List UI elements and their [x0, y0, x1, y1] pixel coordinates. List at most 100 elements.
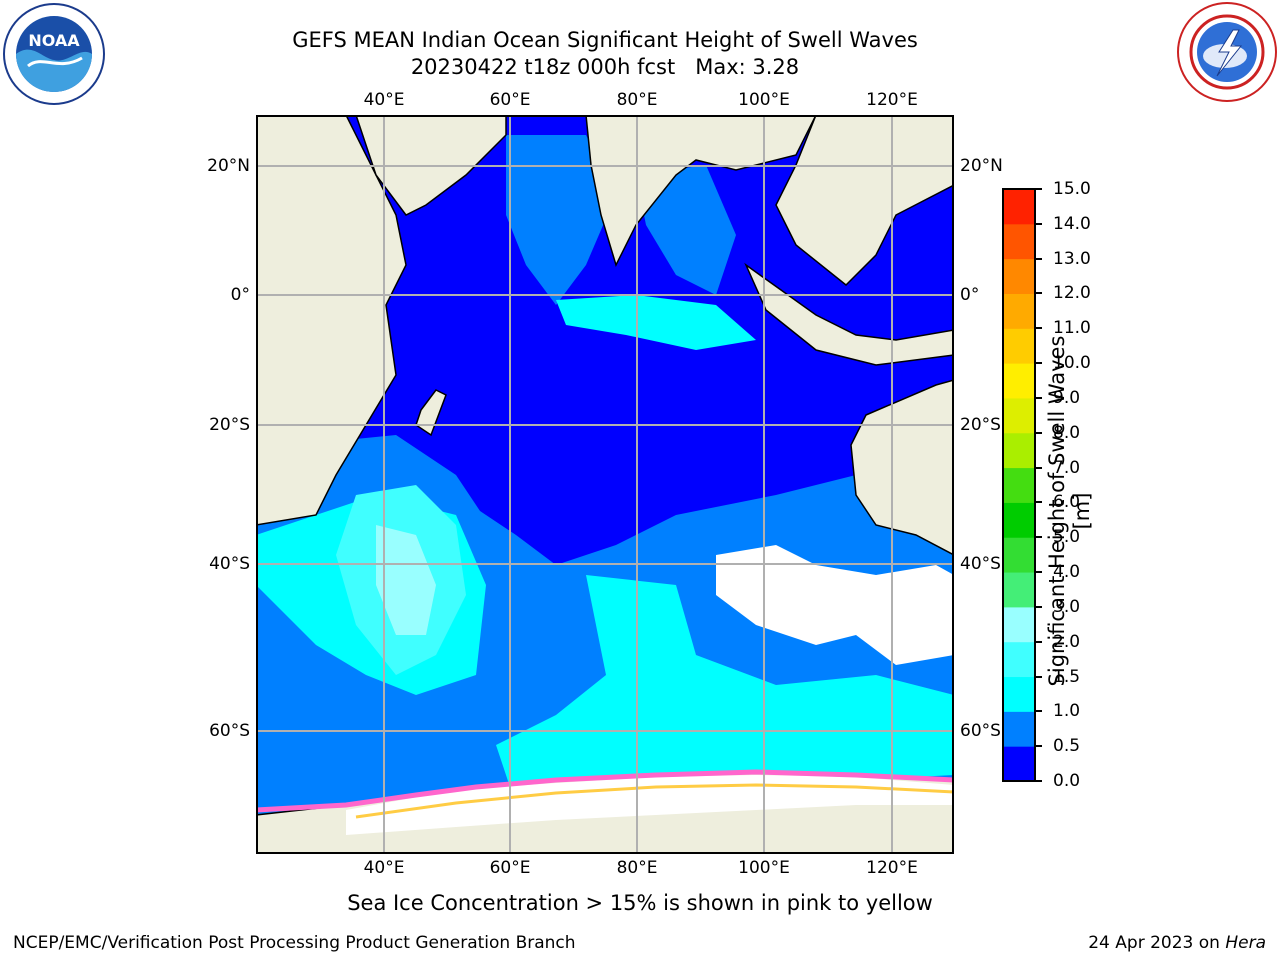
chart-subtitle: 20230422 t18z 000h fcst Max: 3.28 [410, 55, 800, 79]
land-madagascar [415, 389, 447, 437]
colorbar-segment [1003, 328, 1035, 364]
swell-region-bay [636, 165, 736, 295]
colorbar-segment [1003, 258, 1035, 294]
lon-label-bottom: 40°E [363, 858, 405, 878]
colorbar-segment [1003, 606, 1035, 643]
colorbar-segment [1003, 397, 1035, 434]
sea-ice-edge-yellow [355, 783, 954, 819]
colorbar-tick-label: 1.5 [1053, 666, 1081, 687]
colorbar-segment [1003, 189, 1035, 225]
nws-logo [1177, 2, 1277, 102]
colorbar-tick-mark [1036, 640, 1042, 643]
colorbar-tick-mark [1036, 257, 1042, 260]
colorbar-tick-label: 2.0 [1053, 631, 1081, 652]
colorbar-tick-mark [1036, 466, 1042, 469]
colorbar-segment [1003, 537, 1035, 573]
lon-label-bottom: 60°E [489, 858, 531, 878]
colorbar-tick-mark [1036, 571, 1042, 574]
map-panel [256, 115, 954, 854]
colorbar-tick-mark [1036, 501, 1042, 504]
lat-label-right: 20°S [960, 415, 1001, 435]
sea-ice-edge [256, 769, 954, 813]
noaa-logo: NOAA [3, 3, 105, 105]
colorbar-segment [1003, 293, 1035, 329]
colorbar-tick-mark [1036, 292, 1042, 295]
colorbar-tick-mark [1036, 780, 1042, 782]
colorbar-tick-label: 14.0 [1053, 213, 1091, 234]
colorbar-segment [1003, 502, 1035, 538]
footer-date-text: 24 Apr 2023 on [1088, 933, 1226, 953]
colorbar-tick-mark [1036, 675, 1042, 678]
colorbar-tick-label: 4.0 [1053, 562, 1081, 583]
lon-label-top: 100°E [738, 90, 790, 110]
swell-region-2-3 [376, 525, 436, 635]
footer-host: Hera [1225, 933, 1266, 953]
chart-title: GEFS MEAN Indian Ocean Significant Heigh… [292, 28, 918, 52]
lon-label-bottom: 120°E [866, 858, 918, 878]
colorbar-tick-label: 5.0 [1053, 527, 1081, 548]
colorbar-tick-mark [1036, 710, 1042, 713]
colorbar-tick-mark [1036, 605, 1042, 608]
swell-region-north [506, 135, 616, 305]
colorbar-tick-label: 12.0 [1053, 283, 1091, 304]
map-frame [256, 115, 954, 854]
land-southeast-asia [775, 115, 954, 287]
lon-label-bottom: 80°E [616, 858, 658, 878]
colorbar-segment [1003, 746, 1035, 782]
lat-label-left: 40°S [209, 554, 250, 574]
colorbar-tick-mark [1036, 396, 1042, 399]
lon-label-top: 120°E [866, 90, 918, 110]
colorbar-tick-mark [1036, 536, 1042, 539]
sea-ice-annotation: Sea Ice Concentration > 15% is shown in … [347, 891, 933, 915]
footer-date: 24 Apr 2023 on Hera [1088, 932, 1266, 954]
colorbar-tick-mark [1036, 222, 1042, 225]
colorbar-tick-label: 1.0 [1053, 701, 1081, 722]
colorbar-tick-label: 9.0 [1053, 387, 1081, 408]
colorbar-tick-label: 13.0 [1053, 248, 1091, 269]
map-gridlines [256, 115, 954, 854]
colorbar-tick-label: 6.0 [1053, 492, 1081, 513]
colorbar-segment [1003, 223, 1035, 260]
footer-credit: NCEP/EMC/Verification Post Processing Pr… [13, 933, 576, 953]
colorbar-segment [1003, 432, 1035, 469]
colorbar-tick-label: 0.0 [1053, 771, 1081, 791]
colorbar-tick-mark [1036, 327, 1042, 330]
lat-label-left: 60°S [209, 721, 250, 741]
colorbar-segment [1003, 641, 1035, 678]
lat-label-left: 20°S [209, 415, 250, 435]
swell-region-1-1p5-south [496, 575, 954, 805]
colorbar-tick-mark [1036, 188, 1042, 190]
lat-label-left: 20°N [207, 156, 250, 176]
colorbar-tick-mark [1036, 431, 1042, 434]
land-australia [850, 379, 954, 556]
lon-label-bottom: 100°E [738, 858, 790, 878]
colorbar-segment [1003, 572, 1035, 608]
lon-label-top: 60°E [489, 90, 531, 110]
lat-label-right: 40°S [960, 554, 1001, 574]
colorbar-tick-label: 8.0 [1053, 422, 1081, 443]
colorbar-segment [1003, 467, 1035, 503]
lat-label-right: 60°S [960, 721, 1001, 741]
colorbar-segment [1003, 676, 1035, 712]
swell-region-1-1p5-equatorial [556, 295, 756, 350]
lon-label-top: 80°E [616, 90, 658, 110]
noaa-logo-text: NOAA [28, 31, 80, 50]
colorbar-tick-label: 10.0 [1053, 353, 1091, 374]
colorbar [1002, 188, 1036, 782]
colorbar-label: Significant Height of Swell Waves [m] [1045, 335, 1094, 687]
land-india [585, 115, 817, 268]
colorbar-tick-label: 15.0 [1053, 179, 1091, 199]
colorbar-segment [1003, 363, 1035, 399]
colorbar-tick-mark [1036, 362, 1042, 365]
colorbar-tick-label: 11.0 [1053, 318, 1091, 339]
lat-label-right: 0° [960, 285, 980, 305]
colorbar-tick-label: 3.0 [1053, 596, 1081, 617]
lat-label-right: 20°N [960, 156, 1003, 176]
colorbar-tick-label: 0.5 [1053, 736, 1081, 757]
lon-label-top: 40°E [363, 90, 405, 110]
colorbar-tick-mark [1036, 745, 1042, 748]
no-data-patch-southern [716, 545, 954, 665]
no-data-patch-antarctic [346, 775, 954, 835]
land-indonesia [744, 262, 954, 366]
colorbar-segment [1003, 711, 1035, 747]
